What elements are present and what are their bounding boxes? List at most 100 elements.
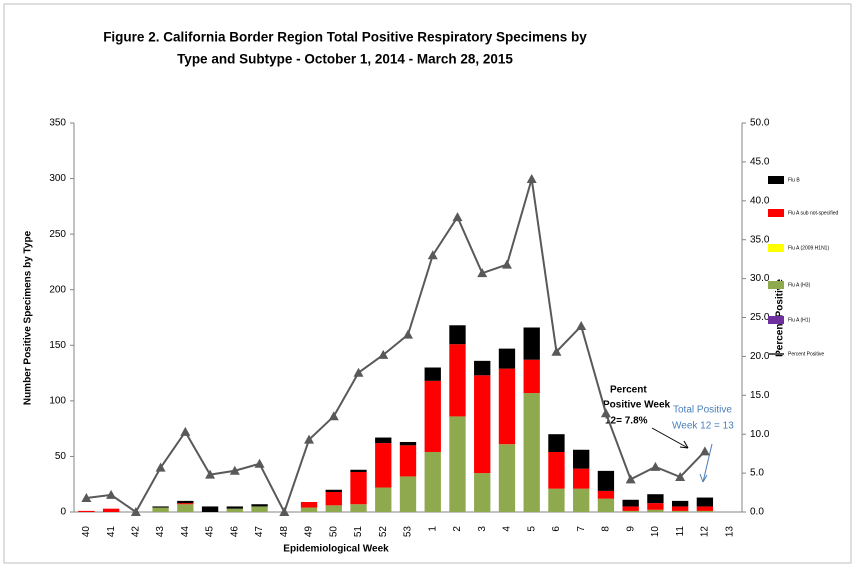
y2-tick-label: 10.0	[750, 429, 770, 440]
line-marker	[106, 489, 117, 499]
bar-segment	[696, 497, 714, 507]
bar-segment	[399, 445, 417, 477]
bar-segment	[622, 510, 639, 512]
x-tick-label: 47	[254, 526, 265, 538]
line-marker	[551, 346, 562, 356]
bar-segment	[523, 393, 540, 512]
x-tick-label: 51	[353, 526, 364, 538]
bar-segment	[671, 506, 689, 511]
bar-segment	[375, 443, 392, 488]
x-tick-label: 53	[403, 526, 414, 538]
bar-segment	[449, 416, 466, 512]
line-marker	[625, 474, 636, 484]
line	[86, 178, 706, 515]
y2-tick-label: 15.0	[750, 390, 770, 401]
bar-segment	[375, 487, 392, 512]
line-marker	[205, 469, 216, 479]
line-marker	[229, 465, 240, 475]
x-tick-label: 10	[650, 526, 661, 538]
arrow-head	[679, 440, 689, 449]
bar-segment	[251, 504, 268, 507]
line-marker	[427, 250, 438, 260]
y2-tick-label: 50.0	[750, 118, 770, 129]
bar-segment	[573, 449, 590, 469]
bar-segment	[399, 441, 417, 446]
bar-segment	[573, 468, 590, 489]
line-marker	[155, 462, 166, 472]
bar-segment	[548, 451, 565, 489]
y2-tick-label: 5.0	[750, 468, 764, 479]
bar-segment	[696, 510, 714, 512]
legend-label: Flu A (H1)	[788, 317, 811, 323]
x-axis-label: Epidemiological Week	[283, 544, 389, 555]
x-tick-label: 8	[601, 526, 612, 532]
bar-segment	[498, 444, 516, 512]
annotation-arrow	[702, 443, 713, 483]
bar-segment	[622, 499, 639, 507]
bar-segment	[548, 434, 565, 452]
x-tick-label: 3	[477, 526, 488, 532]
x-tick-label: 45	[205, 526, 216, 538]
line-marker	[452, 212, 463, 222]
bar-segment	[647, 494, 664, 504]
annotation: Week 12 = 13	[672, 421, 734, 432]
bar-segment	[424, 367, 441, 381]
x-tick-label: 2	[452, 526, 463, 532]
arrow-head	[699, 473, 708, 483]
legend-swatch	[768, 281, 784, 289]
y2-tick-label: 45.0	[750, 157, 770, 168]
bar-segment	[647, 503, 664, 510]
bar-segment	[177, 503, 194, 505]
legend-swatch	[768, 176, 784, 184]
line-marker	[403, 329, 413, 339]
legend-swatch	[768, 244, 784, 252]
y2-tick-label: 40.0	[750, 195, 770, 206]
bar-segment	[449, 344, 466, 417]
x-tick-label: 4	[502, 526, 513, 532]
legend-swatch	[768, 209, 784, 217]
x-tick-label: 12	[700, 526, 711, 538]
y-tick-label: 300	[49, 173, 66, 184]
x-tick-label: 41	[106, 526, 117, 538]
y2-tick-label: 30.0	[750, 273, 770, 284]
bar-segment	[152, 507, 169, 512]
y2-tick-label: 25.0	[750, 312, 770, 323]
bar-segment	[523, 359, 540, 394]
bar-segment	[399, 476, 417, 512]
bar-segment	[300, 507, 318, 512]
bar-segment	[325, 491, 342, 506]
line-marker	[254, 458, 265, 468]
x-tick-label: 40	[81, 526, 92, 538]
line-marker	[328, 411, 339, 421]
y2-tick-label: 0.0	[750, 507, 764, 518]
bar-segment	[102, 508, 120, 512]
y-axis-label: Number Positive Specimens by Type	[23, 230, 34, 405]
bar-segment	[474, 360, 491, 376]
x-tick-label: 49	[304, 526, 315, 538]
bar-segment	[325, 489, 342, 492]
bar-segment	[671, 500, 689, 507]
bar-segment	[597, 470, 615, 491]
line-marker	[650, 461, 661, 471]
y-tick-label: 150	[49, 340, 66, 351]
bar-segment	[78, 510, 95, 512]
y-tick-label: 350	[49, 118, 66, 129]
line-marker	[378, 349, 389, 359]
line-marker	[526, 174, 537, 184]
bar-segment	[375, 437, 392, 444]
legend-label: Percent Positive	[788, 351, 824, 357]
chart-title: Figure 2. California Border Region Total…	[103, 30, 587, 45]
x-tick-label: 43	[155, 526, 166, 538]
bar-segment	[696, 506, 714, 511]
bar-segment	[424, 380, 441, 452]
bar-segment	[597, 490, 615, 499]
line-marker	[675, 471, 686, 481]
line-marker	[81, 492, 92, 502]
legend-label: Flu A sub not-specified	[788, 210, 839, 216]
x-tick-label: 11	[675, 526, 686, 537]
line-marker	[130, 507, 141, 516]
y-tick-label: 250	[49, 229, 66, 240]
bar-segment	[350, 504, 367, 512]
bar-segment	[449, 325, 466, 345]
bar-segment	[226, 508, 243, 512]
